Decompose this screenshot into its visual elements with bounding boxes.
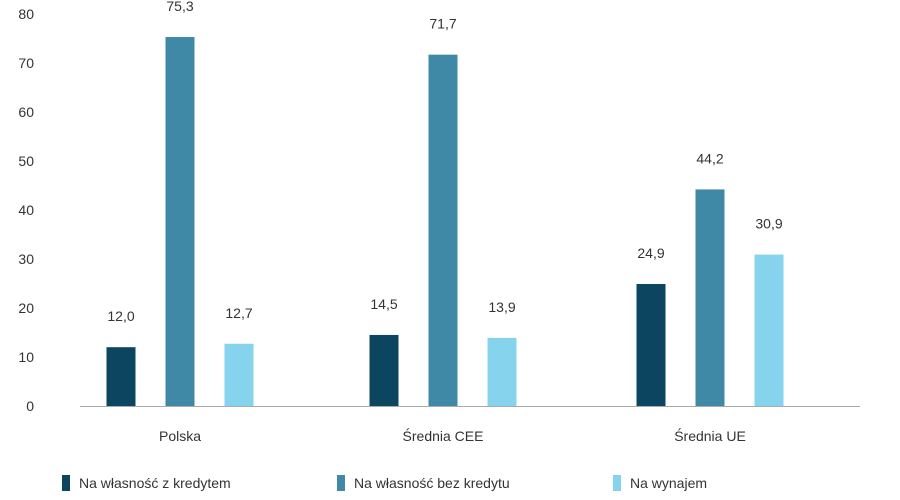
- y-tick-label: 30: [18, 251, 34, 267]
- bar: [224, 343, 254, 406]
- value-labels: 12,0 14,5 24,9 75,3 71,7 44,2 12,7 13,9 30,9: [107, 0, 782, 324]
- bar: [695, 189, 725, 406]
- legend: Na własność z kredytem Na własność bez kr…: [62, 475, 707, 491]
- category-labels: Polska Średnia CEE Średnia UE: [159, 427, 746, 444]
- bar: [754, 254, 784, 406]
- y-tick-label: 20: [18, 300, 34, 316]
- y-tick-label: 60: [18, 104, 34, 120]
- y-tick-label: 10: [18, 349, 34, 365]
- y-tick-label: 0: [26, 398, 34, 414]
- bar: [106, 347, 136, 406]
- bar-value-label: 75,3: [166, 0, 193, 14]
- y-tick-label: 80: [18, 6, 34, 22]
- legend-label: Na wynajem: [630, 475, 707, 491]
- legend-swatch: [613, 475, 621, 491]
- legend-label: Na własność z kredytem: [79, 475, 231, 491]
- y-tick-label: 50: [18, 153, 34, 169]
- legend-swatch: [62, 475, 70, 491]
- y-tick-label: 40: [18, 202, 34, 218]
- legend-item: Na własność z kredytem: [62, 475, 231, 491]
- bar: [369, 334, 399, 406]
- x-category-label: Średnia UE: [674, 427, 746, 444]
- legend-swatch: [337, 475, 345, 491]
- legend-item: Na własność bez kredytu: [337, 475, 510, 491]
- y-axis: 0 10 20 30 40 50 60 70 80: [18, 6, 34, 414]
- legend-label: Na własność bez kredytu: [354, 475, 510, 491]
- x-category-label: Średnia CEE: [403, 427, 484, 444]
- bar-value-label: 12,7: [225, 305, 252, 321]
- bar: [636, 283, 666, 406]
- bars: [106, 37, 784, 407]
- bar-value-label: 13,9: [488, 299, 515, 315]
- bar: [165, 37, 195, 406]
- bar-value-label: 14,5: [370, 296, 397, 312]
- bar: [487, 337, 517, 406]
- bar-value-label: 24,9: [637, 245, 664, 261]
- bar-value-label: 30,9: [755, 216, 782, 232]
- bar-value-label: 71,7: [429, 16, 456, 32]
- bar-value-label: 12,0: [107, 308, 134, 324]
- x-category-label: Polska: [159, 428, 201, 444]
- legend-item: Na wynajem: [613, 475, 707, 491]
- y-tick-label: 70: [18, 55, 34, 71]
- bar-value-label: 44,2: [696, 150, 723, 166]
- bar: [428, 54, 458, 407]
